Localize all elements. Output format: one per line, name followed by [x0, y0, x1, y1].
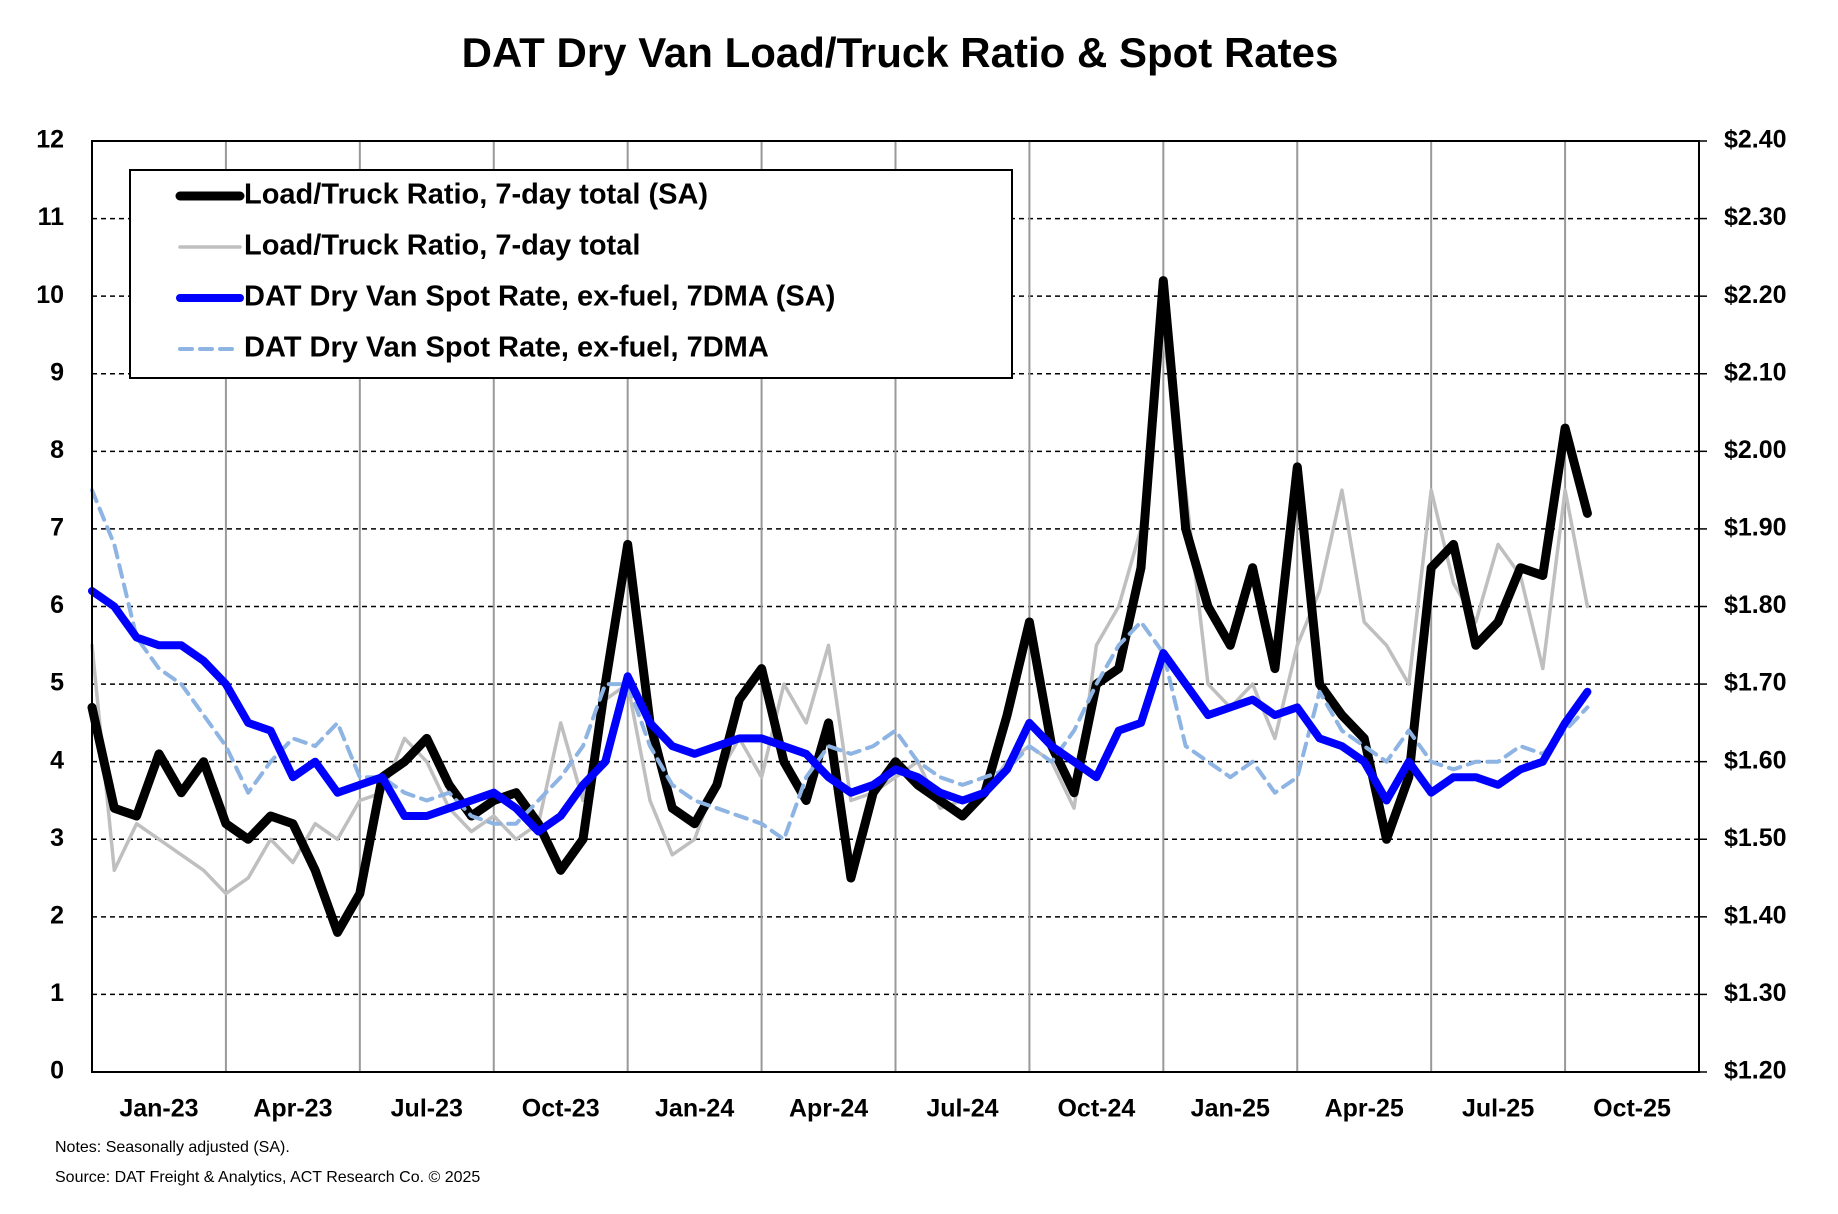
notes: Notes: Seasonally adjusted (SA).	[55, 1139, 290, 1156]
x-tick-label: Jan-25	[1191, 1095, 1270, 1123]
y2-tick-label: $1.50	[1724, 824, 1787, 852]
x-tick-label: Apr-25	[1325, 1095, 1404, 1123]
source: Source: DAT Freight & Analytics, ACT Res…	[55, 1169, 480, 1186]
y2-tick-label: $1.20	[1724, 1057, 1787, 1085]
x-tick-label: Jan-23	[119, 1095, 198, 1123]
y-tick-label: 7	[50, 514, 64, 542]
y-tick-label: 0	[50, 1057, 64, 1085]
legend-label: DAT Dry Van Spot Rate, ex-fuel, 7DMA (SA…	[244, 281, 835, 313]
x-tick-label: Jan-24	[655, 1095, 734, 1123]
y2-tick-label: $2.20	[1724, 281, 1787, 309]
series-line	[88, 587, 1592, 836]
legend-label: Load/Truck Ratio, 7-day total (SA)	[244, 179, 708, 211]
y-tick-label: 10	[36, 281, 64, 309]
x-tick-label: Oct-24	[1057, 1095, 1135, 1123]
series-line	[90, 333, 1590, 896]
y2-tick-label: $1.90	[1724, 514, 1787, 542]
x-tick-label: Jul-24	[926, 1095, 998, 1123]
x-tick-label: Jul-25	[1462, 1095, 1534, 1123]
y-tick-label: 11	[38, 203, 65, 231]
x-tick-label: Apr-24	[789, 1095, 868, 1123]
y-tick-label: 6	[50, 591, 64, 619]
y2-tick-label: $2.10	[1724, 358, 1787, 386]
y-tick-label: 5	[50, 669, 64, 697]
series-line	[87, 276, 1592, 937]
y-tick-label: 8	[50, 436, 64, 464]
series-line	[90, 488, 1590, 842]
x-tick-label: Oct-25	[1593, 1095, 1671, 1123]
y2-tick-label: $1.40	[1724, 901, 1787, 929]
y2-tick-label: $1.60	[1724, 746, 1787, 774]
y-tick-label: 2	[50, 901, 64, 929]
legend: Load/Truck Ratio, 7-day total (SA) Load/T…	[129, 169, 1013, 379]
y-tick-label: 1	[50, 979, 64, 1007]
y2-tick-label: $1.80	[1724, 591, 1787, 619]
chart-title: DAT Dry Van Load/Truck Ratio & Spot Rate…	[462, 29, 1339, 76]
legend-label: DAT Dry Van Spot Rate, ex-fuel, 7DMA	[244, 332, 769, 364]
y2-tick-label: $2.00	[1724, 436, 1787, 464]
x-tick-label: Apr-23	[253, 1095, 332, 1123]
plot-frame	[91, 140, 1700, 1073]
legend-box	[129, 169, 1013, 379]
y2-tick-label: $1.30	[1724, 979, 1787, 1007]
x-tick-label: Jul-23	[391, 1095, 463, 1123]
legend-label: Load/Truck Ratio, 7-day total	[244, 230, 640, 262]
y-tick-label: 4	[50, 746, 64, 774]
y2-tick-label: $1.70	[1724, 669, 1787, 697]
x-tick-label: Oct-23	[522, 1095, 600, 1123]
y2-tick-label: $2.40	[1724, 126, 1787, 154]
y2-tick-label: $2.30	[1724, 203, 1787, 231]
y-tick-label: 12	[36, 126, 64, 154]
y-tick-label: 3	[50, 824, 64, 852]
y-tick-label: 9	[50, 358, 64, 386]
